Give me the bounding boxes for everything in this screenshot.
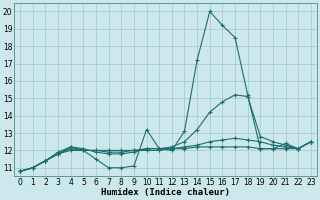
X-axis label: Humidex (Indice chaleur): Humidex (Indice chaleur) [101,188,230,197]
